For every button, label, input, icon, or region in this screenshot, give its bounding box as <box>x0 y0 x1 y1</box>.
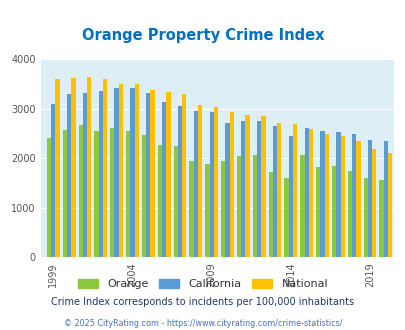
Bar <box>114 88 119 257</box>
Bar <box>363 178 367 257</box>
Bar <box>173 146 177 257</box>
Bar <box>103 79 107 257</box>
Bar <box>256 121 261 257</box>
Bar <box>261 116 265 257</box>
Bar <box>87 77 91 257</box>
Bar <box>213 108 217 257</box>
Bar <box>83 93 87 257</box>
Bar <box>387 153 391 257</box>
Bar <box>356 141 360 257</box>
Bar <box>331 166 335 257</box>
Bar <box>71 78 75 257</box>
Bar <box>284 178 288 257</box>
Bar <box>335 132 340 257</box>
Bar <box>300 155 304 257</box>
Bar <box>320 131 324 257</box>
Text: © 2025 CityRating.com - https://www.cityrating.com/crime-statistics/: © 2025 CityRating.com - https://www.city… <box>64 319 341 328</box>
Bar <box>383 141 387 257</box>
Bar <box>146 93 150 257</box>
Bar <box>78 125 83 257</box>
Text: Orange Property Crime Index: Orange Property Crime Index <box>81 28 324 43</box>
Bar <box>62 130 67 257</box>
Bar <box>237 156 241 257</box>
Bar <box>268 172 272 257</box>
Bar <box>94 131 98 257</box>
Bar <box>371 148 375 257</box>
Bar <box>324 134 328 257</box>
Bar <box>351 134 356 257</box>
Bar <box>177 106 182 257</box>
Bar <box>347 171 351 257</box>
Bar <box>182 94 186 257</box>
Bar <box>292 124 296 257</box>
Bar <box>67 94 71 257</box>
Bar <box>119 84 123 257</box>
Bar <box>158 145 162 257</box>
Bar <box>134 84 139 257</box>
Bar <box>252 155 256 257</box>
Bar <box>150 90 154 257</box>
Text: Crime Index corresponds to incidents per 100,000 inhabitants: Crime Index corresponds to incidents per… <box>51 297 354 307</box>
Bar <box>245 115 249 257</box>
Bar <box>47 138 51 257</box>
Bar <box>193 112 198 257</box>
Bar <box>367 140 371 257</box>
Bar <box>198 106 202 257</box>
Bar <box>379 180 383 257</box>
Bar <box>166 92 170 257</box>
Bar <box>288 136 292 257</box>
Bar <box>51 104 55 257</box>
Bar <box>98 91 103 257</box>
Bar <box>141 135 146 257</box>
Bar <box>272 126 277 257</box>
Bar <box>221 161 225 257</box>
Bar <box>225 123 229 257</box>
Bar <box>241 121 245 257</box>
Bar <box>340 136 344 257</box>
Bar <box>229 112 233 257</box>
Bar <box>277 123 281 257</box>
Bar <box>209 112 213 257</box>
Bar <box>130 88 134 257</box>
Bar <box>308 129 312 257</box>
Bar <box>126 131 130 257</box>
Bar <box>110 128 114 257</box>
Bar <box>315 167 320 257</box>
Bar <box>304 128 308 257</box>
Bar <box>205 164 209 257</box>
Bar <box>189 161 193 257</box>
Legend: Orange, California, National: Orange, California, National <box>73 275 332 294</box>
Bar <box>162 102 166 257</box>
Bar <box>55 79 60 257</box>
